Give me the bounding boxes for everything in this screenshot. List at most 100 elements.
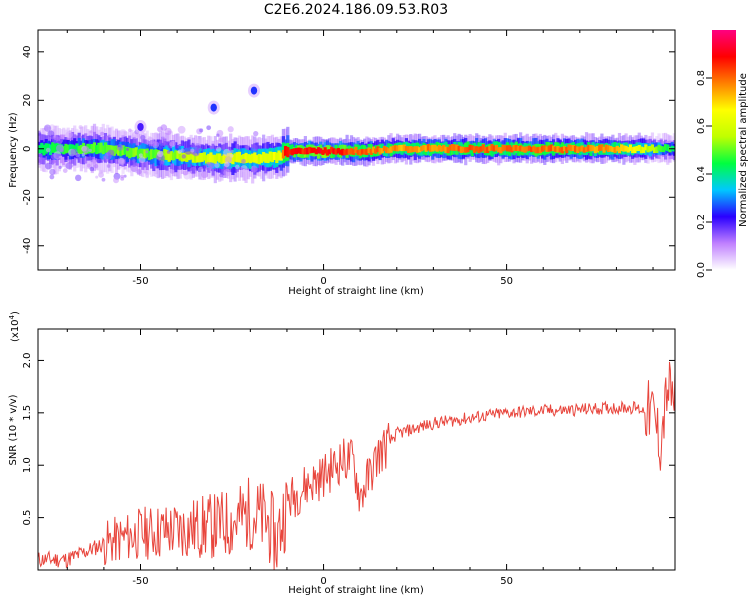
spectrogram-cell — [141, 148, 145, 159]
spectrogram-cell — [316, 147, 321, 154]
spectrogram-cell — [446, 146, 450, 154]
spectrogram-cell — [490, 144, 494, 151]
spectrogram-cell — [633, 146, 637, 154]
spectrogram-cell — [360, 148, 365, 155]
spectrogram-cell — [479, 146, 483, 152]
spectrogram-speckle — [164, 127, 172, 136]
spectrogram-speckle — [193, 138, 201, 146]
spectrogram-speckle — [145, 150, 149, 154]
spectrogram-cell — [380, 148, 384, 154]
spectrogram-cell — [565, 146, 569, 154]
spectrogram-cell — [92, 142, 97, 153]
spectrogram-speckle — [160, 124, 168, 131]
spectrogram-cell — [209, 152, 213, 163]
spectrogram-cell — [38, 145, 42, 154]
spectrogram-speckle — [145, 173, 150, 178]
spectrogram-cell — [196, 154, 200, 163]
spectrogram-speckle — [152, 141, 160, 149]
snr-y-multiplier-close: ) — [10, 311, 21, 315]
spectrogram-cell — [187, 151, 191, 161]
spectrogram-cell — [308, 146, 312, 154]
spectrogram-cell — [453, 144, 457, 151]
spectrogram-speckle — [219, 173, 224, 178]
spectrogram-cell — [400, 144, 404, 152]
snr-y-tick-label: 1.0 — [22, 457, 33, 473]
spectrogram-speckle — [250, 165, 258, 173]
spectrogram-speckle — [62, 168, 68, 173]
spectrogram-cell — [108, 145, 112, 154]
spectrogram-cell — [503, 145, 507, 151]
spectrogram-cell — [549, 144, 553, 152]
colorbar-label: Normalized spectral amplitude — [738, 73, 749, 227]
colorbar-tick-label: 0.6 — [696, 118, 707, 134]
spectrogram-cell — [492, 145, 496, 152]
spectrogram-cell — [666, 144, 670, 152]
spectrogram-cell — [516, 145, 521, 152]
spectrogram-marks — [38, 83, 675, 184]
spectrogram-cell — [101, 145, 105, 155]
spectrogram-speckle — [235, 164, 240, 169]
spectrogram-cell — [213, 154, 217, 164]
spectrogram-cell — [459, 146, 463, 154]
spectrogram-speckle — [218, 137, 224, 143]
spectrogram-cell — [237, 151, 242, 163]
spectrogram-cell — [325, 149, 329, 156]
spectrogram-cell — [477, 146, 481, 154]
spectrogram-cell — [622, 145, 626, 152]
spectrogram-cell — [174, 150, 178, 159]
spectrogram-speckle — [163, 137, 167, 142]
spectrogram-cell — [51, 142, 55, 153]
spectrogram-speckle — [45, 147, 51, 153]
spectrogram-cell — [114, 145, 119, 154]
spectrogram-speckle — [58, 165, 62, 170]
spectrogram-cell — [582, 147, 586, 153]
spectrogram-cell — [470, 145, 474, 151]
spectrogram-cell — [508, 145, 512, 152]
spectrogram-blob — [250, 86, 258, 95]
spectrogram-speckle — [181, 154, 186, 159]
spectrogram-y-tick-label: 0 — [22, 146, 33, 152]
spectrogram-cell — [407, 146, 411, 153]
spectrogram-cell — [246, 154, 250, 163]
spectrogram-x-tick-label: 0 — [320, 276, 326, 287]
svg-text:(x104): (x104) — [8, 311, 21, 342]
spectrogram-speckle — [75, 174, 82, 182]
spectrogram-cell — [505, 145, 510, 152]
spectrogram-speckle — [43, 124, 52, 132]
spectrogram-cell — [336, 147, 340, 154]
spectrogram-cell — [193, 153, 198, 163]
spectrogram-speckle — [136, 169, 142, 175]
spectrogram-cell — [218, 153, 222, 163]
spectrogram-cell — [66, 144, 70, 153]
spectrogram-cell — [147, 150, 152, 161]
spectrogram-cell — [532, 145, 536, 152]
spectrogram-speckle — [213, 141, 219, 146]
spectrogram-cell — [659, 146, 663, 152]
spectrogram-cell — [323, 147, 327, 154]
spectrogram-cell — [248, 154, 253, 164]
spectrogram-cell — [415, 146, 420, 153]
spectrogram-frame — [37, 29, 676, 271]
spectrogram-cell — [259, 154, 264, 163]
spectrogram-cell — [576, 146, 580, 154]
spectrogram-cell — [635, 145, 639, 152]
spectrogram-speckle — [169, 142, 174, 147]
spectrogram-cell — [264, 153, 268, 163]
spectrogram-cell — [562, 146, 567, 152]
spectrogram-speckle — [113, 177, 120, 184]
spectrogram-speckle — [230, 149, 234, 154]
spectrogram-cell — [103, 142, 108, 153]
spectrogram-speckle — [89, 166, 95, 172]
spectrogram-speckle — [190, 148, 195, 153]
spectrogram-cell — [378, 147, 382, 155]
spectrogram-cell — [488, 145, 492, 151]
spectrogram-cell — [437, 144, 441, 151]
spectrogram-cell — [233, 153, 237, 162]
spectrogram-cell — [442, 144, 446, 152]
spectrogram-speckle — [182, 170, 189, 176]
spectrogram-cell — [584, 146, 589, 152]
spectrogram-cell — [154, 149, 158, 158]
spectrogram-panel: -50 0 50 -40 -20 0 20 40 Height of straight li… — [8, 29, 676, 297]
spectrogram-cell — [391, 145, 395, 151]
spectrogram-speckle — [184, 147, 192, 155]
